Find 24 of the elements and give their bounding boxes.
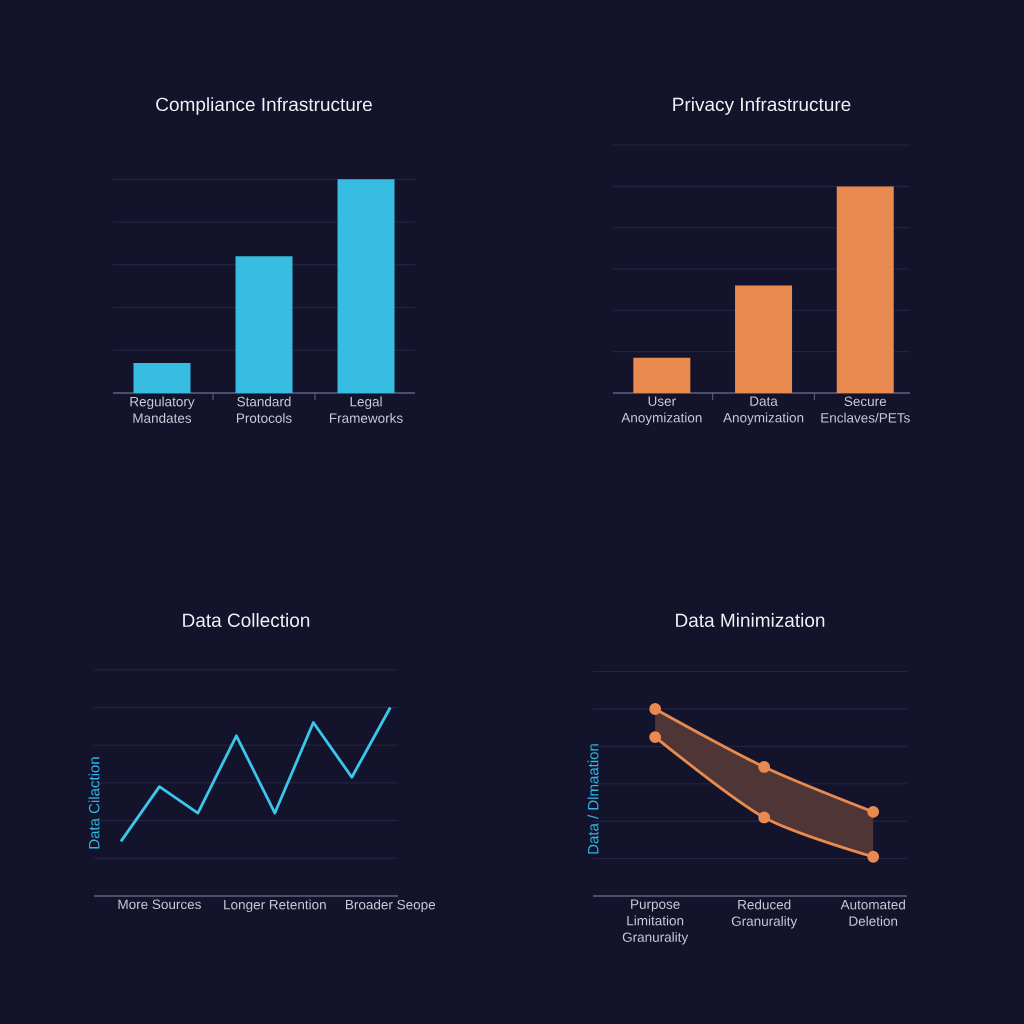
chart-title: Data Collection (183, 613, 310, 627)
x-tick-label: Regulatory Mandates (130, 396, 195, 423)
x-tick-label: Secure Enclaves/PETs (821, 396, 910, 423)
y-axis-title: Data / Dlmaation (587, 744, 599, 854)
x-tick-label: Automated Deletion (840, 899, 905, 926)
y-axis-title: Data Cilaction (88, 757, 100, 849)
x-tick-label: Data Anoymization (723, 396, 804, 426)
point (867, 805, 880, 818)
x-tick-label: Legal Frameworks (330, 396, 403, 423)
point (649, 703, 662, 715)
point (758, 761, 771, 773)
x-tick-label: Standard Protocols (236, 396, 292, 423)
point (867, 850, 880, 863)
x-tick-label: Reduced Granurality (731, 899, 798, 929)
x-tick-label: User Anoymization (621, 396, 702, 426)
point (649, 731, 662, 743)
chart-title: Privacy Infrastructure (673, 97, 851, 115)
chart-title: Data Minimization (676, 613, 825, 627)
x-tick-label: Broader Seope (346, 899, 436, 913)
x-tick-label: Longer Retention (224, 899, 326, 913)
x-tick-label: Purpose Limitation Granurality (622, 899, 689, 945)
x-tick-label: More Sources (118, 899, 201, 910)
point (758, 811, 771, 824)
chart-title: Compliance Infrastructure (156, 97, 372, 115)
